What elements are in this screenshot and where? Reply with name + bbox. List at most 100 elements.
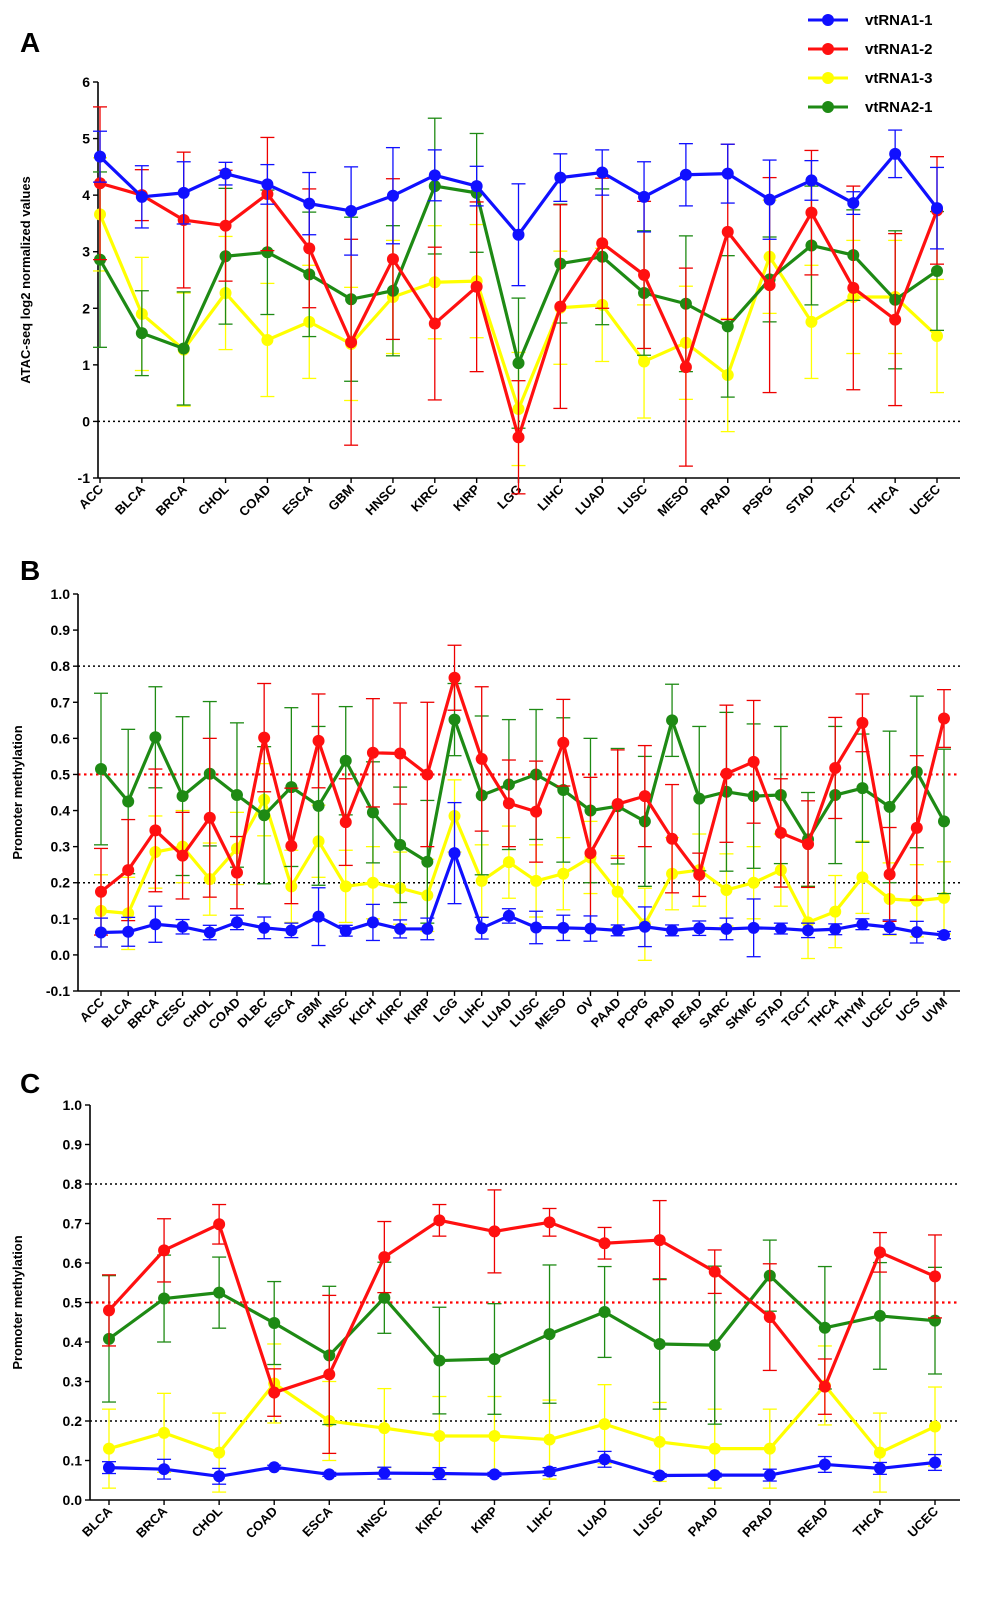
x-tick-label: HNSC: [362, 481, 399, 518]
series-vtRNA1-2-C: [102, 1189, 942, 1455]
data-point-vtRNA1-1: [598, 1453, 611, 1466]
panel-a-chart: A ATAC-seq log2 normalized values -1 0 1 2 3 4 5…: [18, 27, 960, 519]
y-tick-label: 5: [82, 131, 90, 147]
data-point-vtRNA1-3: [598, 1418, 611, 1431]
x-tick-label: KIRP: [450, 481, 483, 514]
data-point-vtRNA1-1: [323, 1468, 336, 1481]
data-point-vtRNA1-2: [747, 755, 760, 768]
data-point-vtRNA2-1: [666, 714, 679, 727]
y-axis-label-A: ATAC-seq log2 normalized values: [18, 176, 33, 384]
data-point-vtRNA1-2: [303, 242, 316, 255]
data-point-vtRNA1-1: [543, 1465, 556, 1478]
y-tick-label: 4: [82, 187, 90, 203]
data-point-vtRNA1-1: [448, 847, 461, 860]
y-tick-label: 0.6: [51, 730, 71, 746]
data-point-vtRNA1-2: [598, 1237, 611, 1250]
data-point-vtRNA2-1: [931, 264, 943, 277]
y-tick-label: 0.9: [63, 1137, 83, 1153]
data-point-vtRNA1-2: [394, 747, 407, 760]
data-point-vtRNA1-3: [433, 1430, 446, 1443]
legend-label-vtRNA2-1: vtRNA2-1: [865, 99, 933, 116]
data-point-vtRNA1-1: [653, 1469, 666, 1482]
y-tick-label: 6: [82, 74, 90, 90]
data-point-vtRNA1-1: [502, 909, 515, 922]
data-point-vtRNA1-1: [638, 920, 651, 933]
data-point-vtRNA2-1: [883, 800, 896, 813]
panel-b-chart: B Promoter methylation -0.1 0.0 0.1 0.2 0.3 0.4…: [10, 555, 960, 1032]
data-point-vtRNA1-3: [488, 1430, 501, 1443]
x-tick-label: LGG: [430, 995, 461, 1026]
data-point-vtRNA2-1: [721, 320, 734, 333]
legend-marker-vtRNA1-2: [822, 43, 834, 55]
data-point-vtRNA1-1: [303, 197, 316, 210]
x-tick-label: LUAD: [575, 1504, 611, 1540]
y-tick-label: 0.2: [63, 1413, 83, 1429]
data-point-vtRNA1-1: [258, 921, 271, 934]
data-point-vtRNA1-2: [488, 1225, 501, 1238]
data-point-vtRNA1-1: [530, 921, 543, 934]
x-tick-label: THCA: [850, 1503, 887, 1540]
data-point-vtRNA1-1: [339, 924, 352, 937]
data-point-vtRNA1-2: [611, 798, 624, 811]
data-point-vtRNA1-2: [512, 431, 525, 444]
x-tick-label: LUAD: [572, 482, 608, 518]
series-line-vtRNA1-2: [107, 1218, 936, 1395]
data-point-vtRNA2-1: [268, 1317, 281, 1330]
data-point-vtRNA1-1: [747, 921, 760, 934]
data-point-vtRNA2-1: [158, 1292, 171, 1305]
y-tick-label: 0.7: [63, 1216, 83, 1232]
data-point-vtRNA1-1: [931, 202, 943, 215]
y-tick-label: 0.5: [63, 1295, 83, 1311]
data-point-vtRNA1-1: [693, 922, 706, 935]
data-point-vtRNA1-3: [543, 1433, 556, 1446]
x-tick-label: ESCA: [299, 1503, 336, 1540]
x-tick-label: PSPG: [740, 482, 776, 518]
data-point-vtRNA1-1: [213, 1470, 226, 1483]
data-point-vtRNA1-1: [554, 171, 567, 184]
y-tick-label: 0.2: [51, 875, 71, 891]
x-tick-label: CHOL: [195, 481, 232, 518]
y-tick-label: 0.5: [51, 766, 71, 782]
x-tick-label: KIRC: [412, 1503, 446, 1537]
x-tick-label: PRAD: [739, 1504, 776, 1541]
data-point-vtRNA1-2: [554, 300, 567, 313]
x-tick-label: MESO: [532, 995, 570, 1033]
data-point-vtRNA2-1: [448, 713, 461, 726]
data-point-vtRNA1-1: [889, 147, 902, 160]
data-point-vtRNA2-1: [312, 799, 325, 812]
data-point-vtRNA1-1: [312, 910, 325, 923]
data-point-vtRNA1-2: [386, 253, 399, 266]
data-point-vtRNA1-1: [433, 1467, 446, 1480]
data-point-vtRNA2-1: [261, 246, 274, 259]
data-point-vtRNA1-3: [747, 876, 760, 889]
data-point-vtRNA1-1: [763, 193, 776, 206]
data-point-vtRNA1-1: [720, 922, 733, 935]
data-point-vtRNA1-2: [938, 712, 950, 725]
data-point-vtRNA1-2: [378, 1251, 391, 1264]
data-point-vtRNA2-1: [230, 789, 243, 802]
y-tick-label: 0.0: [51, 947, 71, 963]
data-point-vtRNA1-2: [557, 736, 570, 749]
data-point-vtRNA1-3: [856, 871, 869, 884]
data-point-vtRNA1-2: [122, 864, 135, 877]
data-point-vtRNA2-1: [433, 1354, 446, 1367]
data-point-vtRNA1-2: [475, 752, 488, 765]
x-tick-label: UVM: [919, 995, 950, 1026]
data-point-vtRNA1-2: [763, 1311, 776, 1324]
data-point-vtRNA1-2: [584, 847, 597, 860]
data-point-vtRNA1-2: [230, 866, 243, 879]
x-tick-label: UCS: [893, 994, 923, 1024]
data-point-vtRNA1-2: [721, 225, 734, 238]
data-point-vtRNA1-1: [883, 921, 896, 934]
y-tick-label: 3: [82, 244, 90, 260]
data-point-vtRNA1-3: [261, 333, 274, 346]
data-point-vtRNA2-1: [394, 838, 407, 851]
data-point-vtRNA1-1: [94, 150, 106, 163]
data-point-vtRNA2-1: [258, 809, 271, 822]
data-point-vtRNA2-1: [285, 781, 298, 794]
legend-marker-vtRNA2-1: [822, 101, 834, 113]
data-point-vtRNA1-1: [638, 190, 651, 203]
data-point-vtRNA1-1: [95, 926, 107, 939]
data-point-vtRNA1-2: [203, 811, 216, 824]
data-point-vtRNA1-1: [910, 926, 923, 939]
